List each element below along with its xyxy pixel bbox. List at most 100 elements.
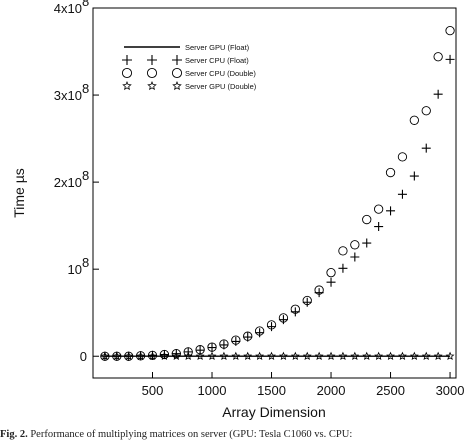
data-point-circle — [445, 25, 455, 36]
data-point-plus — [386, 206, 396, 216]
data-point-circle — [433, 52, 443, 62]
legend-marker-star — [122, 80, 132, 91]
data-point-plus — [397, 189, 407, 199]
x-axis-title: Array Dimension — [222, 404, 325, 420]
data-point-circle — [219, 339, 229, 349]
data-point-star — [136, 351, 146, 360]
data-point-star — [183, 351, 193, 360]
data-point-circle — [278, 313, 289, 323]
data-point-circle — [302, 295, 312, 306]
caption-text: Performance of multiplying matrices on s… — [30, 429, 353, 440]
x-tick-label: 2000 — [317, 383, 346, 398]
data-point-star — [374, 351, 384, 360]
data-point-star — [100, 351, 110, 360]
plot-frame — [92, 7, 457, 379]
data-point-circle — [409, 115, 419, 125]
data-point-circle — [350, 240, 360, 250]
data-point-star — [267, 351, 276, 360]
data-point-circle — [195, 345, 205, 355]
legend-marker-circle — [146, 67, 158, 79]
data-point-plus — [374, 222, 384, 232]
series-layer — [100, 25, 455, 361]
data-point-star — [112, 351, 122, 360]
data-point-circle — [338, 246, 348, 256]
legend-marker-star — [172, 80, 182, 91]
data-point-plus — [267, 322, 277, 332]
legend: Server GPU (Float) Server CPU (Float) Serv… — [121, 43, 257, 91]
data-point-star — [421, 351, 431, 360]
series-server-gpu-double — [100, 351, 455, 360]
legend-marker-plus — [172, 55, 182, 65]
data-point-plus — [326, 277, 336, 287]
data-point-plus — [207, 343, 217, 353]
data-point-star — [338, 351, 348, 360]
data-point-plus — [278, 315, 288, 325]
data-point-star — [409, 351, 419, 360]
legend-marker-circle — [171, 67, 183, 79]
data-point-circle — [147, 350, 158, 361]
legend-label: Server GPU (Double) — [185, 82, 257, 91]
legend-entry: Server GPU (Float) — [124, 43, 250, 52]
x-tick-label: 1500 — [257, 383, 286, 398]
data-point-star — [255, 351, 265, 360]
data-point-star — [207, 351, 217, 360]
data-point-star — [160, 351, 169, 360]
caption-label: Fig. 2. — [0, 429, 28, 440]
legend-label: Server GPU (Float) — [185, 43, 250, 52]
y-tick-label: 4x10 — [54, 1, 82, 16]
data-point-star — [124, 351, 134, 360]
legend-label: Server CPU (Float) — [185, 56, 249, 65]
y-tick-exponent: 8 — [82, 81, 89, 96]
legend-marker-star — [147, 80, 157, 91]
y-tick-exponent: 8 — [82, 168, 89, 183]
data-point-star — [243, 351, 253, 360]
data-point-star — [219, 351, 229, 360]
data-point-plus — [433, 89, 443, 99]
data-point-star — [362, 351, 372, 360]
legend-marker-circle — [121, 67, 133, 79]
y-axis-title: Time µs — [11, 168, 27, 218]
data-point-star — [386, 351, 395, 360]
data-point-plus — [445, 54, 455, 64]
data-point-circle — [254, 326, 265, 336]
legend-marker-plus — [147, 55, 157, 65]
data-point-star — [326, 351, 336, 360]
data-point-circle — [183, 347, 193, 357]
data-point-circle — [397, 152, 408, 162]
y-tick-label: 2x10 — [54, 175, 82, 190]
data-point-plus — [338, 263, 348, 273]
y-tick-label: 3x10 — [54, 88, 82, 103]
data-point-star — [445, 351, 455, 360]
legend-entry: Server CPU (Double) — [121, 67, 256, 79]
series-server-cpu-double — [100, 25, 455, 361]
data-point-circle — [135, 351, 146, 361]
figure-caption: Fig. 2. Performance of multiplying matri… — [0, 429, 474, 442]
y-tick-label: 10 — [68, 262, 82, 277]
data-point-star — [148, 351, 157, 360]
series-server-cpu-float — [100, 54, 455, 361]
data-point-star — [290, 351, 300, 360]
data-point-circle — [207, 342, 217, 352]
data-point-plus — [421, 143, 431, 153]
data-point-circle — [266, 320, 277, 330]
y-tick-exponent: 8 — [82, 0, 89, 9]
x-tick-label: 500 — [142, 383, 164, 398]
legend-entry: Server GPU (Double) — [122, 80, 257, 91]
data-point-circle — [326, 268, 336, 278]
data-point-circle — [362, 214, 372, 225]
x-tick-label: 1000 — [198, 383, 227, 398]
data-point-star — [314, 351, 324, 360]
data-point-plus — [362, 238, 372, 248]
data-point-circle — [243, 331, 253, 341]
y-tick-exponent: 8 — [82, 255, 89, 270]
data-point-plus — [302, 297, 312, 307]
data-point-circle — [314, 285, 324, 295]
data-point-circle — [231, 335, 241, 345]
data-point-star — [302, 351, 312, 360]
y-tick-label: 0 — [80, 349, 87, 364]
data-point-star — [433, 351, 443, 360]
data-point-circle — [159, 349, 170, 360]
data-point-plus — [409, 171, 419, 181]
